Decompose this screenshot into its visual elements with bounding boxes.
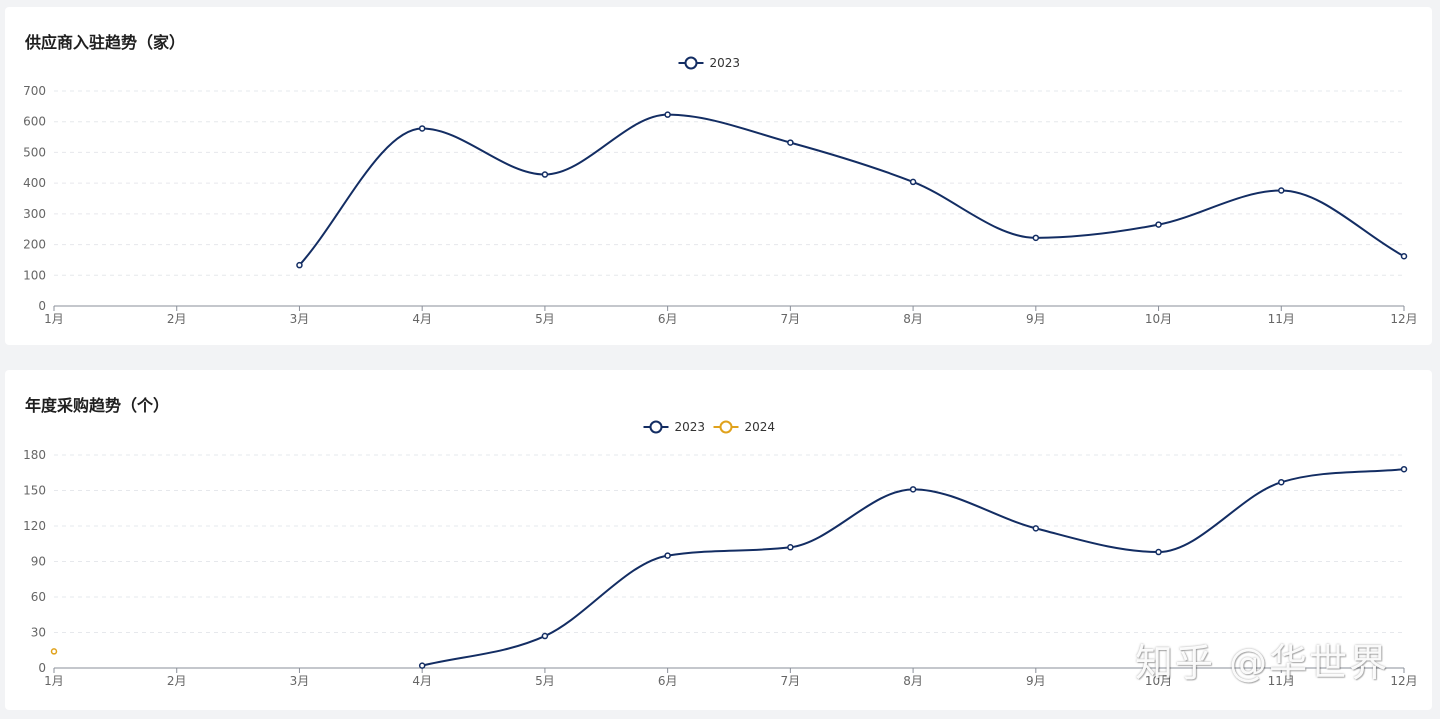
- data-point-2023: [787, 139, 794, 146]
- x-tick-label: 6月: [658, 312, 678, 326]
- x-tick-label: 7月: [781, 312, 801, 326]
- y-tick-label: 600: [23, 115, 46, 129]
- y-tick-label: 400: [23, 176, 46, 190]
- x-tick-label: 10月: [1145, 674, 1172, 688]
- x-tick-label: 3月: [290, 674, 310, 688]
- legend-label: 2024: [745, 420, 776, 434]
- data-point-2023: [1032, 234, 1040, 242]
- x-tick-label: 2月: [167, 312, 187, 326]
- x-tick-label: 12月: [1390, 674, 1417, 688]
- series-line-2023: [421, 468, 1405, 667]
- x-tick-label: 8月: [903, 674, 923, 688]
- x-tick-label: 5月: [535, 312, 555, 326]
- data-point-2023: [418, 662, 426, 669]
- chart-title: 供应商入驻趋势（家）: [25, 33, 186, 52]
- chart-title: 年度采购趋势（个）: [25, 396, 170, 415]
- x-tick-label: 1月: [44, 674, 64, 688]
- legend-item-2023[interactable]: 2023: [678, 56, 741, 70]
- x-tick-label: 7月: [781, 674, 801, 688]
- y-tick-label: 700: [23, 84, 46, 98]
- x-tick-label: 3月: [290, 312, 310, 326]
- x-tick-label: 4月: [412, 312, 432, 326]
- data-point-2023: [1155, 548, 1162, 556]
- data-point-2024: [50, 648, 58, 655]
- purchase-trend-chart: 0 30 60 90 120 150 180 1月 2月 3月 4月 5月 6月 7月 8月 9月 10月 11月…: [23, 420, 1418, 688]
- legend-marker: [719, 420, 733, 434]
- y-tick-label: 100: [23, 268, 46, 282]
- purchase-trend-card: 年度采购趋势（个） 0 30 60 90 120 150 180 1月 2月 3月 4月 5月 6月 7月…: [5, 370, 1432, 710]
- x-tick-label: 1月: [44, 312, 64, 326]
- x-tick-label: 9月: [1026, 674, 1046, 688]
- data-point-2023: [664, 552, 671, 559]
- x-tick-label: 2月: [167, 674, 187, 688]
- y-tick-label: 120: [23, 519, 46, 533]
- x-tick-label: 6月: [658, 674, 678, 688]
- data-point-2023: [1400, 465, 1408, 473]
- x-tick-label: 10月: [1145, 312, 1172, 326]
- legend-marker: [649, 420, 663, 434]
- data-point-2023: [909, 178, 917, 186]
- supplier-trend-card: 供应商入驻趋势（家） 0 100 200 300 400 500 600 700 1月 2月 3月 4…: [5, 7, 1432, 345]
- y-tick-label: 90: [31, 555, 46, 569]
- y-tick-label: 0: [38, 299, 46, 313]
- data-point-2023: [1278, 478, 1285, 486]
- legend-label: 2023: [675, 420, 706, 434]
- data-point-2023: [1278, 187, 1285, 194]
- data-point-2023: [541, 632, 549, 640]
- data-point-2023: [909, 486, 917, 493]
- x-tick-label: 11月: [1268, 312, 1295, 326]
- y-tick-label: 300: [23, 207, 46, 221]
- x-tick-label: 9月: [1026, 312, 1046, 326]
- legend-marker: [684, 56, 698, 70]
- data-point-2023: [1155, 221, 1162, 228]
- series-line-2023: [298, 113, 1405, 266]
- y-tick-label: 30: [31, 626, 46, 640]
- legend-label: 2023: [710, 56, 741, 70]
- legend-item-2023[interactable]: 2023: [643, 420, 706, 434]
- data-point-2023: [664, 111, 671, 118]
- y-tick-label: 60: [31, 590, 46, 604]
- x-tick-label: 12月: [1390, 312, 1417, 326]
- x-tick-label: 11月: [1268, 674, 1295, 688]
- data-point-2023: [418, 125, 426, 132]
- data-point-2023: [541, 171, 549, 178]
- y-tick-label: 0: [38, 661, 46, 675]
- data-point-2023: [296, 261, 303, 269]
- x-tick-label: 4月: [412, 674, 432, 688]
- data-point-2023: [1400, 252, 1408, 260]
- legend-item-2024[interactable]: 2024: [713, 420, 776, 434]
- y-tick-label: 200: [23, 238, 46, 252]
- supplier-trend-chart: 0 100 200 300 400 500 600 700 1月 2月 3月 4月 5月 6月 7月 8月 9月…: [23, 56, 1418, 326]
- x-tick-label: 8月: [903, 312, 923, 326]
- y-tick-label: 180: [23, 448, 46, 462]
- x-tick-label: 5月: [535, 674, 555, 688]
- y-tick-label: 500: [23, 145, 46, 159]
- data-point-2023: [1032, 525, 1040, 532]
- y-tick-label: 150: [23, 484, 46, 498]
- data-point-2023: [787, 544, 794, 551]
